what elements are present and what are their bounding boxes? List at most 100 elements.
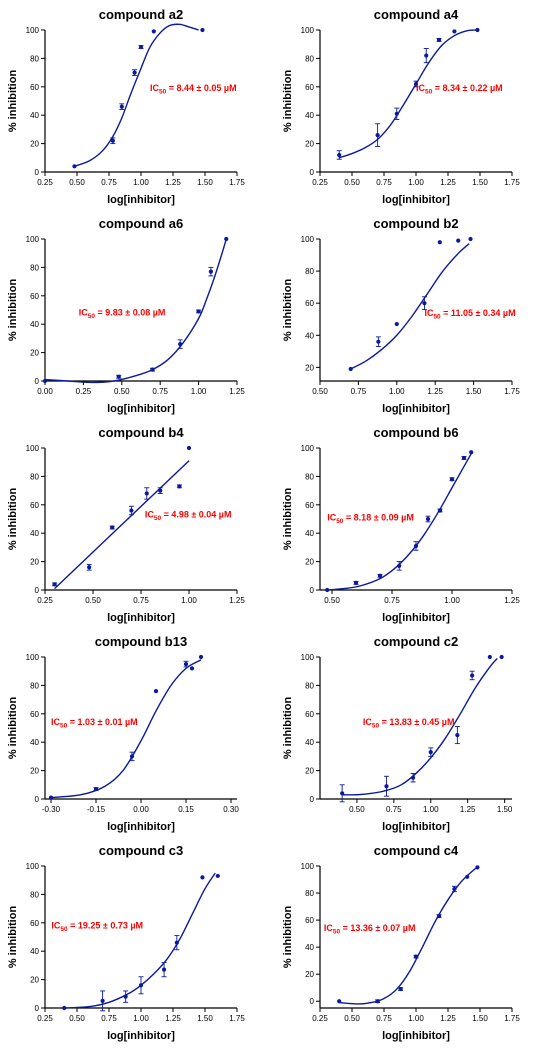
y-tick-label: 20 [305, 767, 314, 776]
data-point [110, 138, 115, 143]
x-tick-label: 1.25 [229, 596, 245, 605]
x-tick-label: 0.25 [37, 1014, 53, 1023]
data-point [377, 573, 383, 578]
ic50-subscript: 50 [333, 928, 341, 935]
fit-curve [342, 657, 498, 796]
y-tick-label: 80 [30, 681, 39, 690]
y-tick-label: 100 [26, 653, 40, 662]
ic50-value: = 8.34 ± 0.22 µM [432, 83, 502, 93]
x-axis-label: log[inhibitor] [107, 821, 175, 833]
data-point [132, 70, 137, 75]
x-tick-label: 1.50 [497, 805, 513, 814]
x-tick-label: 0.50 [324, 596, 340, 605]
x-axis-label: log[inhibitor] [382, 403, 450, 415]
chart-panel: compound b4 0.25 0.50 0.75 1.00 1.25 0 20 40 60 80… [0, 418, 275, 627]
data-point [129, 754, 135, 759]
y-tick-label: 100 [26, 444, 40, 453]
fit-curve [74, 23, 199, 167]
data-point [475, 865, 480, 870]
y-tick-label: 0 [35, 586, 40, 595]
x-tick-label: 0.00 [37, 387, 53, 396]
y-tick-label: 20 [30, 767, 39, 776]
data-point [449, 477, 455, 482]
y-tick-label: 100 [26, 235, 40, 244]
x-tick-label: 1.25 [427, 387, 443, 396]
ic50-value: = 13.36 ± 0.07 µM [340, 923, 415, 933]
y-tick-label: 100 [301, 653, 315, 662]
y-tick-label: 100 [301, 235, 315, 244]
y-tick-label: 80 [30, 472, 39, 481]
ic50-annotation: IC50 = 8.44 ± 0.05 µM [150, 83, 237, 96]
x-tick-label: 0.25 [76, 387, 92, 396]
x-tick-label: 0.75 [101, 1014, 117, 1023]
ic50-value: = 13.83 ± 0.45 µM [379, 717, 454, 727]
x-axis-label: log[inhibitor] [107, 403, 175, 415]
y-tick-label: 20 [305, 140, 314, 149]
x-tick-label: 1.25 [165, 178, 181, 187]
x-tick-label: 0.75 [384, 596, 400, 605]
x-axis-label: log[inhibitor] [107, 1030, 175, 1042]
data-point [62, 1005, 67, 1011]
x-tick-label: 0.15 [178, 805, 194, 814]
x-tick-label: 0.50 [312, 387, 328, 396]
chart-title: compound c2 [374, 634, 459, 649]
data-point [198, 654, 204, 660]
data-point [468, 236, 473, 242]
x-tick-label: 1.25 [460, 805, 476, 814]
y-tick-label: 60 [305, 501, 314, 510]
ic50-prefix: IC [363, 717, 373, 727]
chart-svg: compound b6 0.50 0.75 1.00 1.25 0 20 40 60 80 100 l… [282, 425, 520, 624]
ic50-annotation: IC50 = 13.83 ± 0.45 µM [363, 717, 455, 730]
data-point [452, 886, 457, 892]
data-point [200, 875, 205, 880]
x-tick-label: 1.25 [440, 1014, 456, 1023]
data-point [469, 450, 474, 455]
x-tick-label: 0.75 [386, 805, 402, 814]
y-tick-label: 60 [30, 83, 39, 92]
x-tick-label: 0.50 [344, 1014, 360, 1023]
y-tick-label: 0 [35, 377, 40, 386]
ic50-annotation: IC50 = 9.83 ± 0.08 µM [79, 308, 166, 321]
data-point [376, 339, 381, 344]
y-tick-label: 0 [310, 168, 315, 177]
x-tick-label: 0.50 [344, 178, 360, 187]
fit-curve [50, 659, 202, 799]
y-tick-label: 60 [305, 710, 314, 719]
x-axis-label: log[inhibitor] [382, 194, 450, 206]
ic50-value: = 8.18 ± 0.09 µM [343, 512, 413, 522]
y-tick-label: 80 [30, 54, 39, 63]
y-tick-label: 40 [305, 331, 314, 340]
data-point [348, 366, 353, 372]
x-tick-label: 0.75 [133, 596, 149, 605]
x-tick-label: 1.00 [408, 178, 424, 187]
ic50-annotation: IC50 = 13.36 ± 0.07 µM [324, 923, 416, 936]
chart-panel: compound a6 0.00 0.25 0.50 0.75 1.00 1.25 0 20 40… [0, 209, 275, 418]
x-tick-label: 0.30 [223, 805, 239, 814]
data-point [413, 543, 419, 549]
data-point [48, 795, 54, 800]
y-axis-label: % inhibition [282, 70, 294, 133]
y-tick-label: 60 [30, 292, 39, 301]
y-axis-label: % inhibition [282, 906, 294, 969]
fit-curve [339, 866, 478, 1005]
chart-title: compound b13 [95, 634, 187, 649]
y-axis-label: % inhibition [7, 279, 19, 342]
data-point [158, 488, 163, 493]
ic50-subscript: 50 [425, 89, 433, 96]
data-point [397, 563, 402, 568]
data-point [398, 986, 403, 992]
data-point [119, 104, 124, 109]
x-tick-label: -0.30 [42, 805, 61, 814]
y-tick-label: 80 [305, 267, 314, 276]
ic50-prefix: IC [416, 83, 426, 93]
data-point [437, 240, 442, 245]
x-tick-label: 1.50 [197, 178, 213, 187]
y-tick-label: 0 [310, 795, 315, 804]
y-tick-label: 20 [30, 140, 39, 149]
y-tick-label: 20 [30, 349, 39, 358]
ic50-prefix: IC [150, 83, 160, 93]
chart-panel: compound b6 0.50 0.75 1.00 1.25 0 20 40 60 80 100 l… [275, 418, 550, 627]
y-tick-label: 40 [30, 529, 39, 538]
data-point [437, 508, 443, 513]
data-point [424, 53, 429, 58]
